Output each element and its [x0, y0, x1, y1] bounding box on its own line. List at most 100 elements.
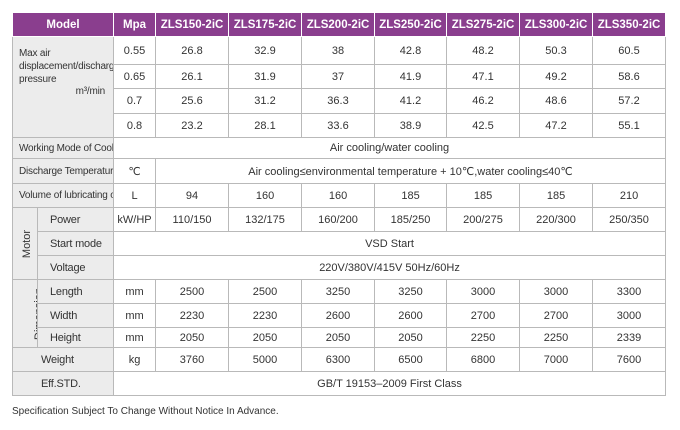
group-text: Motor	[21, 229, 34, 258]
value-cell: 185	[374, 183, 448, 208]
table-row: Max air displacement/discharge pressure m…	[11, 36, 667, 138]
value-cell: 31.9	[228, 64, 303, 89]
group-label: Dimension	[12, 279, 38, 348]
header-cell: ZLS300-2iC	[519, 12, 594, 37]
value-cell: 32.9	[228, 36, 303, 65]
header-cell: Mpa	[113, 12, 157, 37]
value-cell: 3000	[519, 279, 594, 304]
value-cell: 94	[155, 183, 230, 208]
table-row: Motor Power kW/HP 110/150 132/175 160/200 185/…	[12, 207, 667, 280]
header-cell: ZLS250-2iC	[374, 12, 448, 37]
value-cell: 200/275	[446, 207, 521, 232]
unit-cell: kg	[113, 347, 157, 372]
row-label: Weight	[11, 347, 115, 372]
value-cell: 26.8	[155, 36, 230, 65]
value-cell: 3250	[374, 279, 448, 304]
value-cell: 2500	[155, 279, 230, 304]
value-cell: 47.2	[519, 113, 594, 138]
value-cell: 47.1	[446, 64, 521, 89]
value-cell: VSD Start	[113, 231, 667, 256]
value-cell: 48.6	[519, 88, 594, 114]
value-cell: 132/175	[228, 207, 303, 232]
value-cell: 6500	[374, 347, 448, 372]
row-label: Max air displacement/discharge pressure m…	[11, 36, 115, 138]
pressure-cell: 0.7	[113, 88, 157, 114]
value-cell: 2600	[301, 303, 376, 328]
value-cell: 185	[446, 183, 521, 208]
row-label: Width	[36, 303, 115, 328]
table-row: Dimension Length mm 2500 2500 3250 3250 3000 300…	[12, 279, 667, 348]
value-cell: GB/T 19153–2009 First Class	[113, 371, 667, 396]
unit-cell: L	[113, 183, 157, 208]
row-label: Volume of lubricating oil	[11, 183, 115, 208]
value-cell: 37	[301, 64, 376, 89]
table-row: Eff.STD. GB/T 19153–2009 First Class	[11, 371, 667, 396]
value-cell: 6800	[446, 347, 521, 372]
value-cell: 185/250	[374, 207, 448, 232]
value-cell: 57.2	[592, 88, 667, 114]
pressure-cell: 0.8	[113, 113, 157, 138]
table-row: Discharge Temperature ℃ Air cooling≤enviro…	[11, 158, 667, 184]
value-cell: 160	[301, 183, 376, 208]
value-cell: 2230	[228, 303, 303, 328]
value-cell: 3760	[155, 347, 230, 372]
pressure-cell: 0.65	[113, 64, 157, 89]
value-cell: 23.2	[155, 113, 230, 138]
value-cell: 36.3	[301, 88, 376, 114]
value-cell: 185	[519, 183, 594, 208]
table-row: Weight kg 3760 5000 6300 6500 6800 7000 7600	[11, 347, 667, 372]
row-label: Start mode	[36, 231, 115, 256]
value-cell: 41.9	[374, 64, 448, 89]
value-cell: 160	[228, 183, 303, 208]
value-cell: 3000	[446, 279, 521, 304]
table-body: Model Mpa ZLS150-2iC ZLS175-2iC ZLS200-2iC ZL…	[11, 12, 667, 396]
value-cell: 2050	[374, 327, 448, 348]
value-cell: 55.1	[592, 113, 667, 138]
value-cell: 31.2	[228, 88, 303, 114]
value-cell: 58.6	[592, 64, 667, 89]
value-cell: Air cooling≤environmental temperature + …	[155, 158, 667, 184]
value-cell: 2700	[446, 303, 521, 328]
table-row: Height mm 2050 2050 2050 2050 2250 2250 2339	[13, 327, 667, 348]
table-row: Model Mpa ZLS150-2iC ZLS175-2iC ZLS200-2iC ZL…	[11, 12, 667, 37]
table-row: Volume of lubricating oil L 94 160 160 185 185…	[11, 183, 667, 208]
value-cell: 2050	[155, 327, 230, 348]
value-cell: 2500	[228, 279, 303, 304]
value-cell: 2050	[228, 327, 303, 348]
row-label: Eff.STD.	[11, 371, 115, 396]
row-label: Working Mode of Cooler	[11, 137, 115, 159]
value-cell: 2230	[155, 303, 230, 328]
value-cell: 41.2	[374, 88, 448, 114]
value-cell: 2050	[301, 327, 376, 348]
table-row: Working Mode of Cooler Air cooling/water …	[11, 137, 667, 159]
header-cell: ZLS350-2iC	[592, 12, 667, 37]
value-cell: 2600	[374, 303, 448, 328]
header-cell: ZLS200-2iC	[301, 12, 376, 37]
table-row: Voltage 220V/380V/415V 50Hz/60Hz	[13, 255, 667, 280]
row-label: Length	[36, 279, 115, 304]
row-label: Height	[36, 327, 115, 348]
value-cell: 38	[301, 36, 376, 65]
unit-cell: ℃	[113, 158, 157, 184]
row-label: Power	[36, 207, 115, 232]
value-cell: 25.6	[155, 88, 230, 114]
row-label: Voltage	[36, 255, 115, 280]
value-cell: Air cooling/water cooling	[113, 137, 667, 159]
group-label: Motor	[12, 207, 38, 280]
value-cell: 2250	[519, 327, 594, 348]
unit-cell: mm	[113, 279, 157, 304]
value-cell: 2700	[519, 303, 594, 328]
label-text: Max air displacement/discharge pressure	[19, 48, 114, 85]
table-row: 0.8 23.2 28.1 33.6 38.9 42.5 47.2 55.1	[13, 113, 667, 138]
value-cell: 42.5	[446, 113, 521, 138]
value-cell: 3000	[592, 303, 667, 328]
value-cell: 28.1	[228, 113, 303, 138]
value-cell: 26.1	[155, 64, 230, 89]
value-cell: 42.8	[374, 36, 448, 65]
value-cell: 46.2	[446, 88, 521, 114]
value-cell: 48.2	[446, 36, 521, 65]
pressure-cell: 0.55	[113, 36, 157, 65]
value-cell: 49.2	[519, 64, 594, 89]
unit-text: m³/min	[75, 86, 106, 97]
value-cell: 60.5	[592, 36, 667, 65]
